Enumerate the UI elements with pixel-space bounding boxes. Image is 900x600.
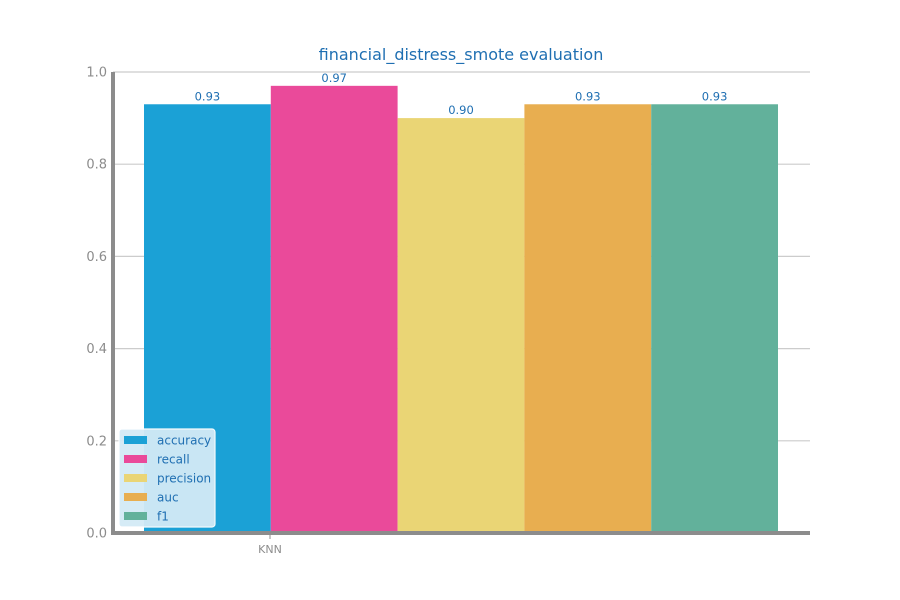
y-tick-label: 0.8 — [86, 158, 107, 173]
data-label-accuracy: 0.93 — [195, 89, 221, 103]
legend-label-recall: recall — [157, 453, 190, 467]
legend-box — [118, 428, 216, 528]
bar-f1 — [651, 104, 778, 534]
legend-label-precision: precision — [157, 472, 211, 486]
legend: accuracy recall precision auc f1 — [118, 428, 216, 528]
legend-label-accuracy: accuracy — [157, 434, 211, 448]
x-tick-label: KNN — [258, 543, 282, 556]
data-label-f1: 0.93 — [702, 89, 728, 103]
data-label-precision: 0.90 — [448, 103, 474, 117]
bars — [144, 85, 778, 534]
y-tick-label: 0.2 — [86, 434, 107, 449]
legend-swatch-auc — [124, 493, 147, 501]
y-tick-labels: 0.0 0.2 0.4 0.6 0.8 1.0 — [86, 66, 107, 542]
legend-swatch-f1 — [124, 512, 147, 520]
axes — [111, 72, 810, 535]
legend-label-auc: auc — [157, 491, 179, 505]
bar-recall — [270, 85, 398, 533]
y-tick-label: 0.4 — [86, 342, 107, 357]
bar-auc — [524, 104, 652, 534]
legend-swatch-accuracy — [124, 436, 147, 444]
legend-swatch-recall — [124, 455, 147, 463]
y-tick-label: 0.6 — [86, 250, 107, 265]
data-labels: 0.93 0.97 0.90 0.93 0.93 — [195, 71, 728, 117]
data-label-recall: 0.97 — [321, 71, 347, 85]
chart-title: financial_distress_smote evaluation — [319, 45, 604, 65]
legend-swatch-precision — [124, 474, 147, 482]
bar-precision — [397, 118, 525, 533]
legend-label-f1: f1 — [157, 510, 169, 524]
x-tick-labels: KNN — [258, 535, 282, 556]
y-tick-label: 0.0 — [86, 527, 107, 542]
data-label-auc: 0.93 — [575, 89, 601, 103]
y-tick-label: 1.0 — [86, 66, 107, 81]
